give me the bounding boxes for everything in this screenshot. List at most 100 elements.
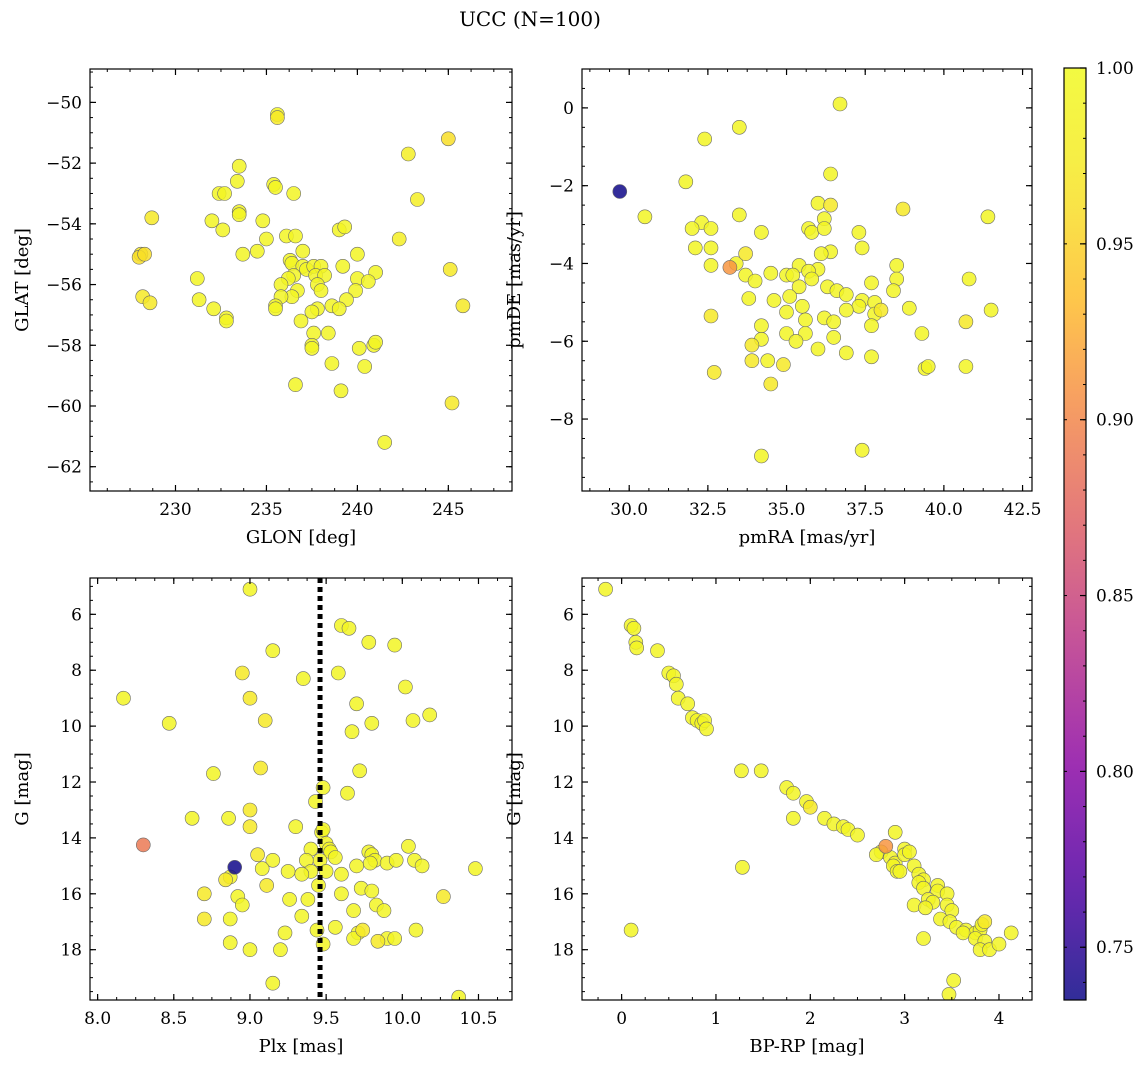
scatter-point	[370, 933, 386, 949]
scatter-point	[116, 690, 131, 706]
colorbar: 0.75 0.80 0.85 0.90 0.95 1.00	[1063, 59, 1134, 1001]
y-tick-label: 14	[552, 829, 574, 849]
scatter-point	[722, 260, 738, 275]
scatter-point	[376, 903, 392, 918]
scatter-point	[961, 271, 977, 287]
scatter-point	[242, 942, 258, 958]
scatter-point	[902, 844, 917, 860]
scatter-point	[408, 922, 424, 938]
scatter-point	[206, 301, 221, 317]
scatter-point	[977, 914, 993, 930]
scatter-point	[294, 866, 310, 882]
scatter-point	[320, 325, 336, 341]
scatter-point	[259, 231, 274, 247]
scatter-point	[697, 131, 713, 147]
scatter-point	[823, 166, 838, 182]
scatter-point	[873, 302, 889, 318]
scatter-point	[288, 377, 303, 393]
y-tick-label: 18	[552, 941, 574, 961]
scatter-point	[776, 357, 791, 372]
scatter-point	[331, 301, 347, 317]
scatter-point	[242, 690, 258, 706]
scatter-point	[351, 340, 367, 356]
x-tick-label: 42.5	[1004, 500, 1042, 520]
scatter-point	[916, 931, 931, 946]
scatter-point	[277, 925, 293, 941]
scatter-point	[300, 892, 316, 907]
scatter-point	[838, 345, 854, 361]
scatter-point	[1003, 925, 1019, 941]
scatter-point	[983, 302, 999, 318]
x-axis-label: Plx [mas]	[259, 1036, 344, 1057]
scatter-point	[235, 665, 250, 681]
scatter-point	[980, 209, 996, 225]
y-tick-label: 6	[71, 605, 82, 625]
scatter-point	[436, 889, 451, 904]
y-tick-label: −54	[46, 215, 82, 235]
scatter-point	[779, 304, 794, 320]
scatter-point	[190, 271, 205, 286]
scatter-point	[687, 240, 703, 256]
scatter-point	[191, 292, 207, 308]
scatter-point	[268, 301, 283, 317]
scatter-point	[868, 847, 884, 863]
x-tick-label: 240	[341, 500, 373, 520]
scatter-point	[206, 766, 221, 781]
scatter-point	[218, 872, 233, 888]
scatter-point	[810, 195, 826, 211]
scatter-point	[352, 763, 368, 779]
scatter-point	[785, 785, 801, 801]
y-tick-label: −62	[46, 458, 82, 478]
x-tick-label: 9.0	[236, 1009, 263, 1029]
scatter-point	[798, 312, 813, 328]
y-tick-label: 14	[60, 829, 82, 849]
scatter-point	[734, 763, 749, 779]
scatter-point	[286, 186, 302, 201]
scatter-point	[703, 308, 719, 324]
scatter-point	[703, 258, 719, 273]
scatter-point	[350, 246, 365, 262]
scatter-point	[221, 810, 236, 826]
scatter-point	[958, 359, 974, 374]
scatter-point	[335, 258, 351, 274]
scatter-point	[914, 326, 930, 341]
scatter-point	[813, 246, 829, 261]
scatter-point	[362, 855, 378, 871]
x-tick-label: 32.5	[689, 500, 727, 520]
scatter-point	[788, 333, 804, 349]
scatter-point	[785, 267, 801, 283]
scatter-point	[731, 207, 747, 223]
y-tick-label: 8	[71, 661, 82, 681]
scatter-point	[227, 859, 242, 875]
scatter-point	[753, 763, 769, 779]
x-tick-label: 1	[711, 1009, 722, 1029]
colorbar-tick-label: 0.80	[1096, 762, 1134, 782]
scatter-point	[626, 620, 642, 636]
scatter-point	[161, 715, 177, 731]
x-tick-label: 8.0	[84, 1009, 111, 1029]
scatter-point	[235, 897, 250, 913]
scatter-point	[623, 922, 639, 938]
scatter-point	[763, 376, 779, 392]
scatter-point	[257, 713, 273, 728]
scatter-point	[405, 713, 421, 728]
scatter-point	[231, 207, 247, 222]
x-axis-label: GLON [deg]	[246, 527, 356, 548]
scatter-point	[230, 174, 245, 189]
scatter-point	[360, 274, 376, 289]
scatter-point	[731, 120, 747, 135]
panel-plx-g: 8.0 8.5 9.0 9.5 10.0 10.5 6 8 10 12 14 16 18 Plx [mas…	[12, 577, 513, 1057]
scatter-point	[197, 911, 212, 927]
x-axis-label: pmRA [mas/yr]	[739, 527, 876, 548]
scatter-point	[254, 861, 270, 876]
scatter-point	[255, 213, 271, 229]
scatter-point	[703, 221, 719, 236]
scatter-point	[235, 246, 251, 262]
scatter-point	[398, 679, 413, 695]
y-axis-label: G [mag]	[12, 752, 33, 825]
scatter-point	[318, 864, 334, 879]
scatter-point	[341, 620, 357, 636]
scatter-point	[941, 987, 957, 1000]
axes-frame	[89, 68, 513, 492]
scatter-point	[754, 448, 769, 464]
